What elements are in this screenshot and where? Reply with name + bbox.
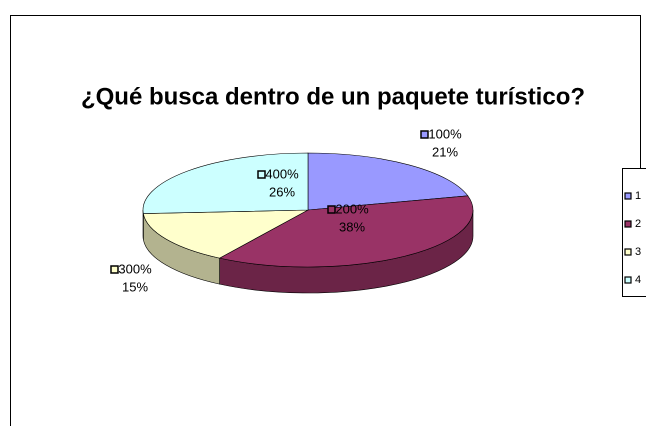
slice <box>218 195 474 268</box>
data-label-name: 300% <box>118 261 152 276</box>
data-label: 15% <box>122 279 148 294</box>
slice <box>142 209 309 259</box>
legend-label: 1 <box>635 190 641 202</box>
slice <box>307 152 469 211</box>
data-label: 26% <box>269 184 295 199</box>
label-key <box>327 205 336 214</box>
label-key <box>110 265 119 274</box>
data-label-name: 100% <box>428 126 462 141</box>
label-key <box>420 130 429 139</box>
data-label: 38% <box>339 219 365 234</box>
legend-swatch <box>624 192 632 200</box>
slice <box>142 152 309 214</box>
legend-label: 3 <box>635 246 641 258</box>
data-label-name: 200% <box>335 201 369 216</box>
chart-title: ¿Qué busca dentro de un paquete turístic… <box>81 83 585 110</box>
data-label-name: 400% <box>265 166 299 181</box>
legend-label: 2 <box>635 218 641 230</box>
label-key <box>257 170 266 179</box>
legend-swatch <box>624 220 632 228</box>
legend-label: 4 <box>635 274 641 286</box>
legend-box <box>622 168 646 297</box>
legend-swatch <box>624 276 632 284</box>
data-label: 21% <box>432 144 458 159</box>
frame <box>10 15 641 426</box>
legend-swatch <box>624 248 632 256</box>
